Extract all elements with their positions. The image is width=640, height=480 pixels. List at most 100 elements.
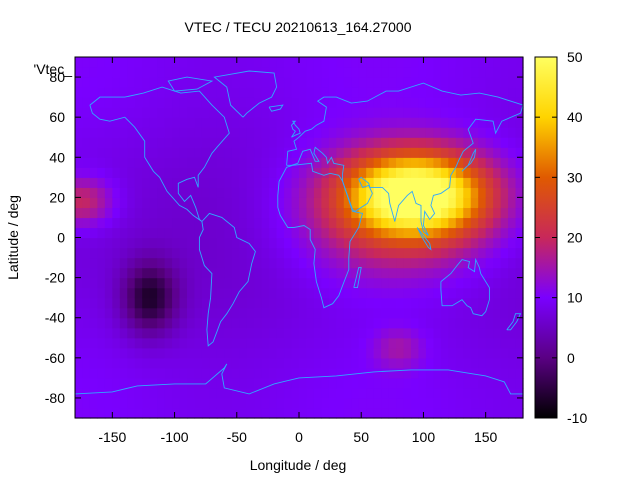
heatmap-cell <box>261 337 270 349</box>
heatmap-cell <box>373 137 382 148</box>
continent-outline <box>74 363 523 395</box>
heatmap-cell <box>418 227 427 239</box>
heatmap-cell <box>403 307 412 319</box>
heatmap-cell <box>231 297 240 309</box>
heatmap-cell <box>328 87 337 98</box>
heatmap-cell <box>291 347 300 359</box>
heatmap-cell <box>157 337 166 349</box>
heatmap-cell <box>515 97 524 108</box>
heatmap-cell <box>112 297 121 309</box>
heatmap-cell <box>396 197 405 209</box>
heatmap-cell <box>351 247 360 259</box>
heatmap-cell <box>194 117 203 128</box>
heatmap-cell <box>172 117 181 128</box>
heatmap-cell <box>246 207 255 219</box>
heatmap-cell <box>299 357 308 369</box>
heatmap-cell <box>336 327 345 339</box>
heatmap-cell <box>75 167 84 178</box>
heatmap-cell <box>306 157 315 168</box>
heatmap-cell <box>440 137 449 148</box>
heatmap-cell <box>291 397 300 409</box>
heatmap-cell <box>508 67 517 78</box>
heatmap-cell <box>216 297 225 309</box>
heatmap-cell <box>470 407 479 419</box>
heatmap-cell <box>201 327 210 339</box>
colorbar-tick-label: 10 <box>567 290 583 306</box>
heatmap-cell <box>261 317 270 329</box>
heatmap-cell <box>291 217 300 229</box>
heatmap-cell <box>216 237 225 249</box>
heatmap-cell <box>299 247 308 259</box>
heatmap-cell <box>515 157 524 168</box>
heatmap-cell <box>366 387 375 399</box>
heatmap-cell <box>493 57 502 68</box>
heatmap-cell <box>89 257 98 269</box>
heatmap-cell <box>411 377 420 389</box>
heatmap-cell <box>216 107 225 118</box>
heatmap-cell <box>112 87 121 98</box>
heatmap-cell <box>231 247 240 259</box>
colorbar-tick-label: 0 <box>567 350 575 366</box>
heatmap-cell <box>433 157 442 168</box>
heatmap-cell <box>104 107 113 118</box>
heatmap-cell <box>306 237 315 249</box>
heatmap-cell <box>134 287 143 299</box>
heatmap-cell <box>291 297 300 309</box>
heatmap-cell <box>164 387 173 399</box>
heatmap-cell <box>328 367 337 379</box>
heatmap-cell <box>299 407 308 419</box>
heatmap-cell <box>343 317 352 329</box>
heatmap-cell <box>306 397 315 409</box>
heatmap-cell <box>485 217 494 229</box>
heatmap-cell <box>291 387 300 399</box>
heatmap-cell <box>209 87 218 98</box>
heatmap-cell <box>485 57 494 68</box>
heatmap-cell <box>418 377 427 389</box>
heatmap-cell <box>89 117 98 128</box>
heatmap-cell <box>313 307 322 319</box>
heatmap-cell <box>470 237 479 249</box>
heatmap-cell <box>313 237 322 249</box>
heatmap-cell <box>455 247 464 259</box>
heatmap-cell <box>261 137 270 148</box>
heatmap-cell <box>381 247 390 259</box>
heatmap-cell <box>306 257 315 269</box>
heatmap-cell <box>455 347 464 359</box>
heatmap-cell <box>478 97 487 108</box>
heatmap-cell <box>209 407 218 419</box>
heatmap-cell <box>209 137 218 148</box>
heatmap-cell <box>463 107 472 118</box>
heatmap-cell <box>89 137 98 148</box>
heatmap-cell <box>515 237 524 249</box>
heatmap-cell <box>179 257 188 269</box>
heatmap-cell <box>75 347 84 359</box>
heatmap-cell <box>82 357 91 369</box>
heatmap-cell <box>149 267 158 279</box>
heatmap-cell <box>388 257 397 269</box>
heatmap-cell <box>343 167 352 178</box>
heatmap-cell <box>425 177 434 188</box>
heatmap-cell <box>187 347 196 359</box>
heatmap-cell <box>336 227 345 239</box>
heatmap-cell <box>493 407 502 419</box>
heatmap-cell <box>134 167 143 178</box>
heatmap-cell <box>119 317 128 329</box>
heatmap-cell <box>336 177 345 188</box>
heatmap-cell <box>425 147 434 158</box>
heatmap-cell <box>448 147 457 158</box>
heatmap-cell <box>425 397 434 409</box>
heatmap-cell <box>112 107 121 118</box>
heatmap-cell <box>231 107 240 118</box>
heatmap-cell <box>276 87 285 98</box>
heatmap-cell <box>134 387 143 399</box>
heatmap-cell <box>269 287 278 299</box>
heatmap-cell <box>284 97 293 108</box>
heatmap-cell <box>396 177 405 188</box>
heatmap-cell <box>231 387 240 399</box>
heatmap-cell <box>463 347 472 359</box>
heatmap-cell <box>134 327 143 339</box>
heatmap-cell <box>82 307 91 319</box>
heatmap-cell <box>119 257 128 269</box>
heatmap-cell <box>373 287 382 299</box>
